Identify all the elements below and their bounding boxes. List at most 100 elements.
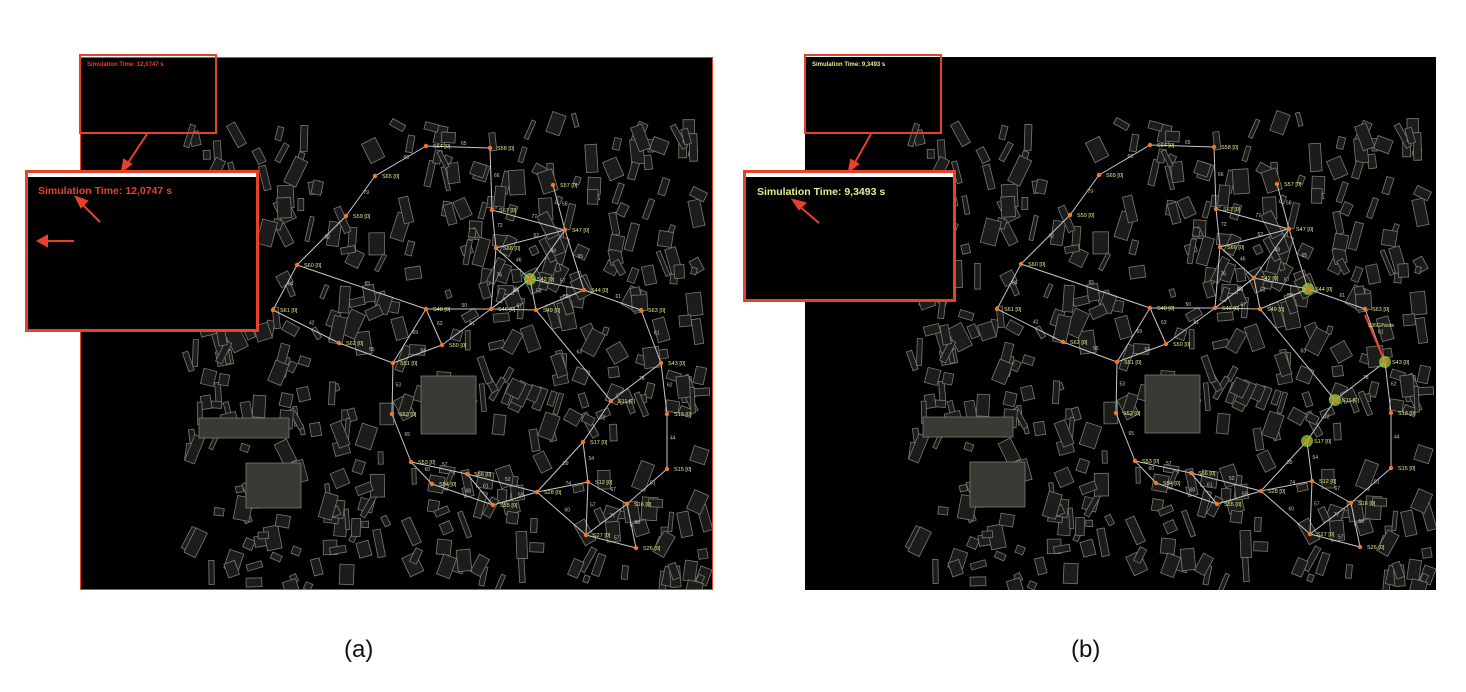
building-footprint: [1121, 194, 1139, 224]
building-block: [922, 416, 1014, 438]
building-footprint: [1301, 391, 1314, 408]
building-footprint: [377, 451, 384, 465]
building-footprint: [657, 176, 671, 197]
building-footprint: [1329, 519, 1346, 542]
building-footprint: [602, 156, 625, 182]
edge-weight-label: 61: [616, 294, 622, 300]
edge-weight-label: 66: [494, 173, 500, 179]
sensor-node-label: S54 [0]: [1163, 481, 1181, 487]
building-footprint: [979, 217, 1002, 247]
edge-weight-label: 57: [1338, 535, 1344, 541]
edge-weight-label: 65: [578, 254, 584, 260]
building-footprint: [1159, 537, 1177, 555]
building-footprint: [251, 147, 267, 166]
building-footprint: [1079, 538, 1097, 558]
edge-weight-label: 39: [563, 461, 569, 467]
building-footprint: [452, 196, 473, 221]
building-footprint: [1290, 556, 1309, 578]
building-footprint: [433, 505, 451, 518]
building-footprint: [1101, 450, 1108, 464]
building-footprint: [515, 530, 528, 560]
edge-weight-label: 53: [396, 383, 402, 389]
building-footprint: [586, 188, 599, 205]
building-footprint: [1326, 155, 1349, 181]
edge-weight-label: 60: [1149, 466, 1155, 472]
edge-weight-label: 68: [1190, 488, 1196, 494]
building-footprint: [440, 131, 456, 144]
building-footprint: [505, 203, 519, 222]
network-edge: [1062, 341, 1118, 363]
network-edge: [1384, 361, 1392, 414]
building-footprint: [1053, 466, 1075, 489]
building-footprint: [1332, 232, 1350, 252]
building-footprint: [1402, 313, 1417, 327]
edge-weight-label: 79: [364, 190, 370, 196]
highlight-box-b: [804, 54, 942, 134]
sensor-node-label: S49 [0]: [543, 308, 561, 314]
building-footprint: [993, 550, 1007, 562]
building-footprint: [257, 531, 270, 540]
building-footprint: [274, 125, 285, 142]
building-footprint: [687, 198, 706, 229]
sensor-node: [1332, 397, 1338, 403]
building-footprint: [245, 577, 263, 588]
building-footprint: [1004, 319, 1025, 337]
edge-weight-label: 77: [532, 214, 538, 220]
network-edge: [466, 473, 494, 506]
building-footprint: [1075, 457, 1091, 474]
building-footprint: [611, 182, 625, 205]
sensor-node: [490, 502, 496, 508]
building-footprint: [960, 243, 972, 255]
sensor-node: [585, 479, 591, 485]
building-footprint: [538, 237, 558, 264]
building-footprint: [477, 201, 489, 220]
sensor-node: [372, 173, 378, 179]
building-footprint: [1241, 555, 1250, 583]
building-footprint: [478, 383, 487, 412]
network-edge: [410, 461, 468, 475]
building-footprint: [1188, 329, 1195, 350]
building-footprint: [495, 287, 507, 304]
building-footprint: [1372, 135, 1394, 155]
building-footprint: [584, 143, 599, 174]
building-block: [969, 461, 1026, 508]
edge-weight-label: 62: [667, 383, 673, 389]
building-footprint: [631, 519, 650, 538]
edge-weight-label: 72: [600, 416, 606, 422]
building-footprint: [487, 339, 506, 351]
sensor-node: [429, 481, 435, 487]
building-footprint: [937, 506, 949, 516]
network-edge: [1260, 440, 1308, 492]
building-footprint: [304, 215, 315, 243]
edge-weight-label: 52: [1229, 476, 1235, 482]
building-footprint: [1032, 420, 1047, 437]
network-edge: [529, 278, 585, 291]
sensor-node: [1274, 181, 1280, 187]
building-footprint: [1201, 200, 1213, 219]
building-footprint: [1283, 292, 1299, 315]
building-footprint: [689, 386, 696, 414]
network-edge: [1288, 228, 1309, 290]
building-footprint: [290, 545, 302, 557]
sensor-node-label: S27 [0]: [1317, 532, 1335, 538]
building-footprint: [1269, 109, 1291, 136]
building-footprint: [1219, 286, 1231, 303]
building-footprint: [1147, 158, 1161, 187]
building-footprint: [460, 468, 475, 498]
building-footprint: [404, 240, 416, 257]
building-footprint: [1355, 518, 1374, 537]
building-footprint: [1160, 148, 1174, 169]
building-footprint: [1417, 386, 1435, 396]
building-footprint: [460, 307, 479, 324]
building-footprint: [476, 355, 493, 385]
network-edge: [1116, 307, 1151, 363]
network-edge: [410, 461, 433, 485]
sensor-node-label: S51 [0]: [1124, 360, 1142, 366]
zoom-callout-a: Simulation Time: 12,0747 s: [25, 170, 259, 332]
building-footprint: [1043, 283, 1054, 299]
building-footprint: [286, 360, 298, 374]
building-footprint: [1193, 159, 1212, 178]
building-footprint: [368, 232, 385, 256]
sensor-node: [1114, 359, 1120, 365]
building-footprint: [1052, 380, 1061, 405]
